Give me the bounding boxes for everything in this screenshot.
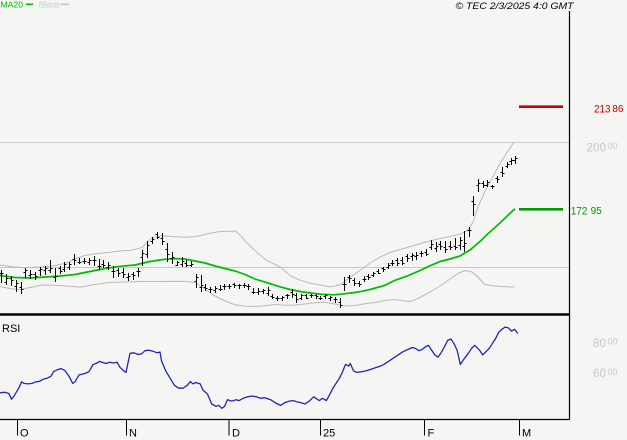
svg-text:172: 172 bbox=[571, 206, 588, 218]
svg-text:D: D bbox=[232, 428, 240, 440]
svg-text:BBands: BBands bbox=[39, 0, 60, 9]
svg-text:200: 200 bbox=[587, 140, 607, 154]
svg-text:M: M bbox=[522, 428, 531, 440]
svg-text:00: 00 bbox=[608, 141, 618, 151]
svg-text:213: 213 bbox=[594, 104, 611, 116]
svg-text:86: 86 bbox=[612, 104, 624, 115]
svg-text:RSI: RSI bbox=[2, 323, 20, 335]
svg-text:60: 60 bbox=[593, 366, 606, 380]
svg-text:O: O bbox=[20, 428, 29, 440]
svg-text:© TEC 2/3/2025 4:0 GMT: © TEC 2/3/2025 4:0 GMT bbox=[456, 1, 576, 11]
svg-text:95: 95 bbox=[591, 206, 603, 217]
svg-text:25: 25 bbox=[323, 428, 335, 440]
svg-text:F: F bbox=[428, 428, 435, 440]
svg-text:80: 80 bbox=[593, 336, 606, 350]
svg-text:N: N bbox=[129, 428, 137, 440]
svg-text:00: 00 bbox=[608, 337, 618, 347]
svg-text:MA20: MA20 bbox=[1, 0, 24, 9]
svg-text:00: 00 bbox=[608, 367, 618, 377]
